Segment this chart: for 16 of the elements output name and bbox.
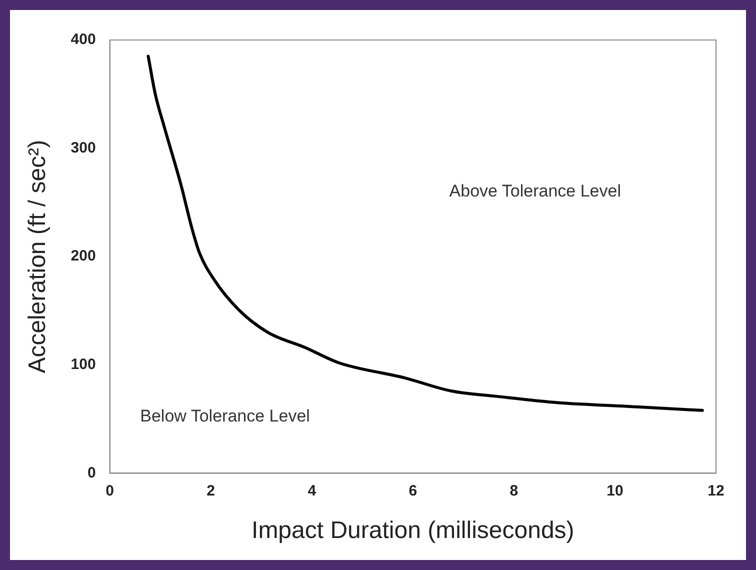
y-tick-label: 400 xyxy=(70,31,96,48)
y-tick-label: 100 xyxy=(70,356,96,374)
x-tick-label: 8 xyxy=(510,482,518,500)
x-tick-label: 4 xyxy=(308,482,317,500)
x-tick-label: 10 xyxy=(606,482,624,500)
y-tick-label: 200 xyxy=(70,248,96,265)
x-tick-label: 0 xyxy=(106,482,114,500)
y-tick-label: 0 xyxy=(87,464,96,482)
y-axis-title: Acceleration (ft / sec²) xyxy=(24,140,52,374)
x-axis-title: Impact Duration (milliseconds) xyxy=(252,517,574,544)
annotation: Below Tolerance Level xyxy=(140,406,310,426)
y-tick-label: 300 xyxy=(70,139,96,156)
x-tick-label: 2 xyxy=(206,482,216,500)
x-tick-label: 12 xyxy=(708,482,724,500)
x-tick-label: 6 xyxy=(408,482,418,500)
annotation: Above Tolerance Level xyxy=(449,181,621,200)
